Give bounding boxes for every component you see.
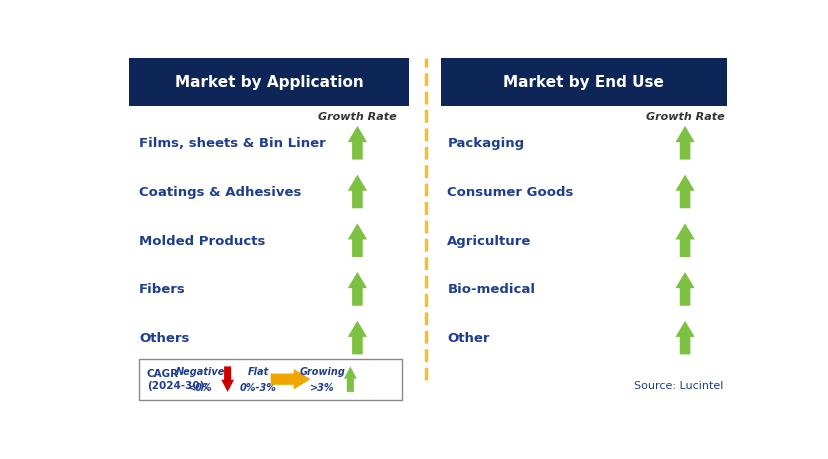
Text: Others: Others	[139, 331, 189, 344]
Polygon shape	[221, 367, 233, 392]
Text: Growth Rate: Growth Rate	[318, 112, 397, 122]
Text: <0%: <0%	[187, 382, 212, 392]
Polygon shape	[348, 273, 367, 306]
Text: Films, sheets & Bin Liner: Films, sheets & Bin Liner	[139, 137, 325, 150]
Polygon shape	[675, 175, 694, 209]
Text: Negative: Negative	[175, 367, 224, 376]
Text: Bio-medical: Bio-medical	[447, 283, 535, 296]
Polygon shape	[675, 273, 694, 306]
Polygon shape	[270, 369, 310, 390]
Text: Source: Lucintel: Source: Lucintel	[633, 381, 723, 391]
Text: Packaging: Packaging	[447, 137, 524, 150]
FancyBboxPatch shape	[129, 59, 408, 106]
Polygon shape	[348, 321, 367, 355]
Polygon shape	[675, 321, 694, 355]
Text: Flat: Flat	[248, 367, 269, 376]
Text: Growth Rate: Growth Rate	[645, 112, 724, 122]
Text: >3%: >3%	[310, 382, 335, 392]
Text: 0%-3%: 0%-3%	[239, 382, 277, 392]
Polygon shape	[348, 175, 367, 209]
Text: Other: Other	[447, 331, 489, 344]
Polygon shape	[675, 224, 694, 257]
Text: CAGR
(2024-30):: CAGR (2024-30):	[147, 369, 208, 390]
Text: Market by End Use: Market by End Use	[503, 75, 663, 90]
Text: Fibers: Fibers	[139, 283, 185, 296]
Text: Agriculture: Agriculture	[447, 234, 531, 247]
Polygon shape	[344, 367, 356, 392]
Polygon shape	[348, 127, 367, 160]
Text: Consumer Goods: Consumer Goods	[447, 185, 573, 199]
Text: Coatings & Adhesives: Coatings & Adhesives	[139, 185, 301, 199]
Polygon shape	[348, 224, 367, 257]
Text: Molded Products: Molded Products	[139, 234, 265, 247]
Text: Growing: Growing	[300, 367, 345, 376]
FancyBboxPatch shape	[440, 59, 726, 106]
Polygon shape	[675, 127, 694, 160]
FancyBboxPatch shape	[139, 359, 402, 400]
Text: Market by Application: Market by Application	[175, 75, 363, 90]
